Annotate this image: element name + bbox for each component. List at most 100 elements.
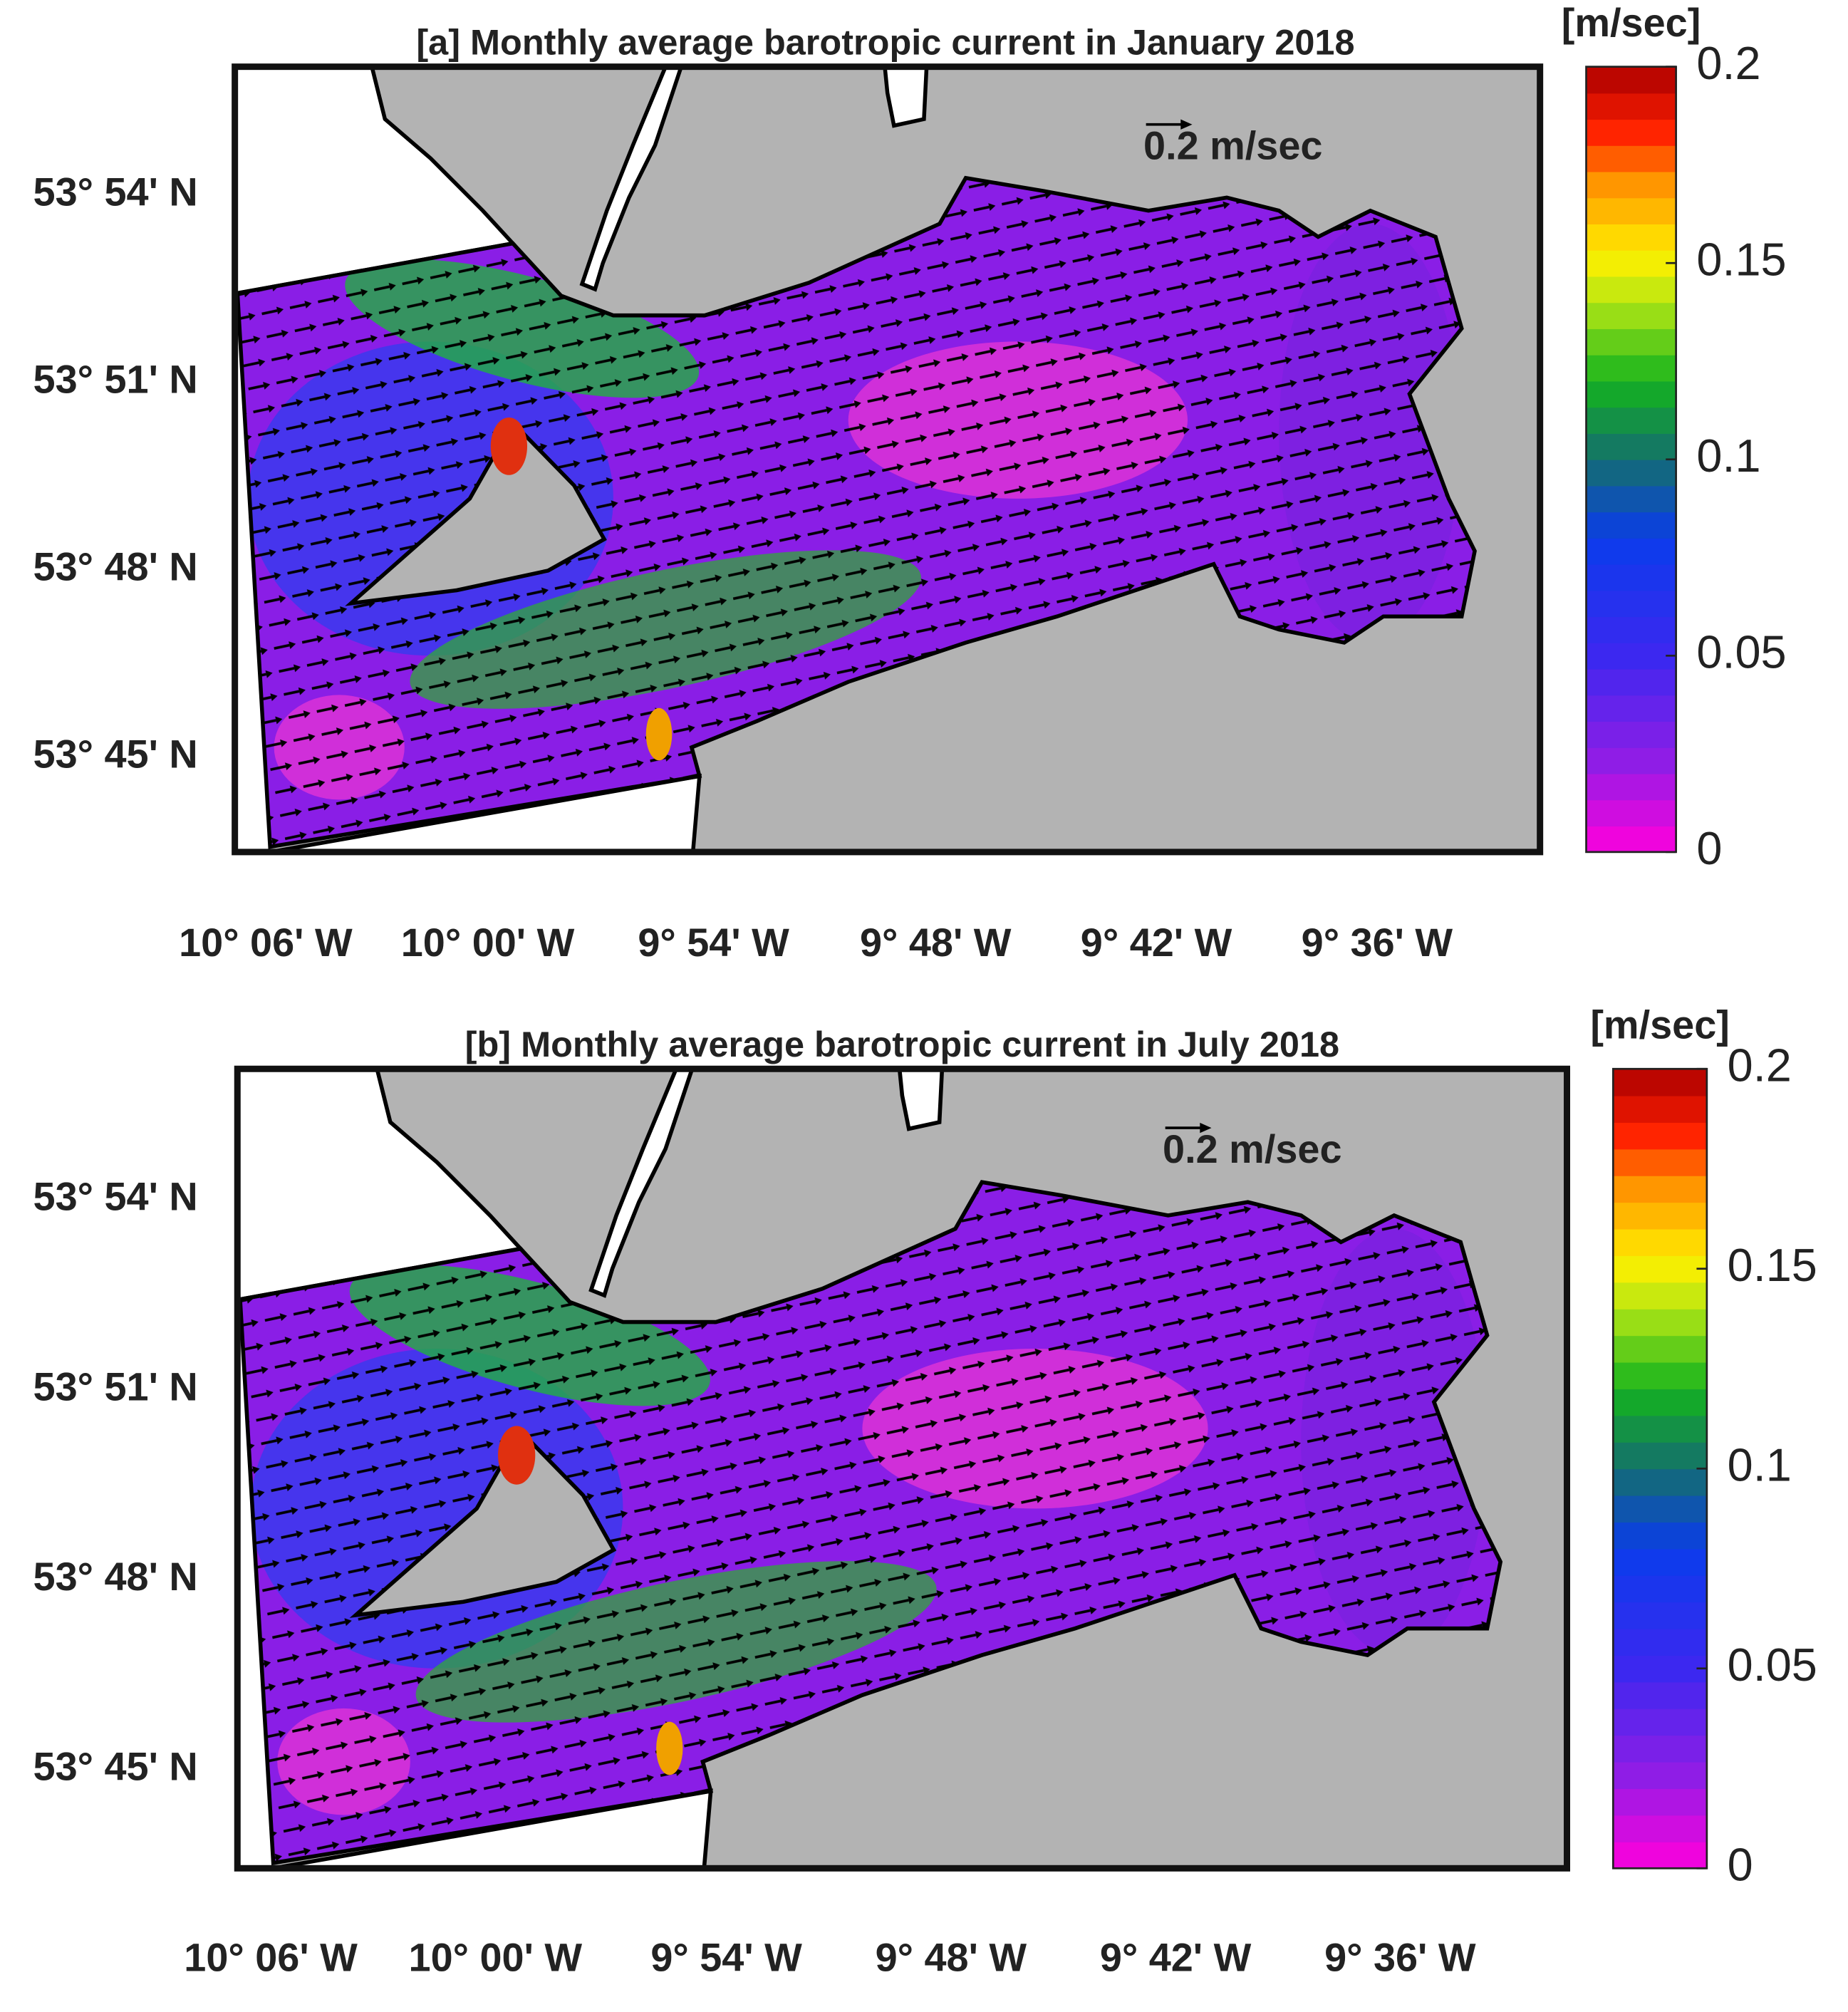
- lon-label: 10° 00' W: [409, 1935, 583, 1980]
- colorbar-band: [1613, 1228, 1707, 1256]
- panel-title: [b] Monthly average barotropic current i…: [465, 1024, 1339, 1064]
- colorbar-tick-label: 0.2: [1728, 1039, 1792, 1091]
- map-panel: [b] Monthly average barotropic current i…: [33, 1002, 1817, 1979]
- colorbar-band: [1586, 433, 1676, 460]
- colorbar-band: [1613, 1681, 1707, 1709]
- colorbar-band: [1586, 119, 1676, 146]
- colorbar-band: [1613, 1389, 1707, 1416]
- colorbar-band: [1586, 197, 1676, 224]
- colorbar-band: [1586, 747, 1676, 774]
- colorbar-band: [1586, 721, 1676, 748]
- map-area: [237, 1069, 1567, 1868]
- colorbar-band: [1613, 1308, 1707, 1337]
- lon-label: 10° 06' W: [184, 1935, 358, 1980]
- colorbar-band: [1613, 1468, 1707, 1496]
- lat-label: 53° 45' N: [33, 1743, 198, 1788]
- lat-label: 53° 51' N: [33, 1364, 198, 1409]
- reference-arrowhead: [1180, 119, 1193, 130]
- colorbar-band: [1586, 302, 1676, 329]
- colorbar-band: [1613, 1548, 1707, 1576]
- lon-label: 9° 54' W: [650, 1935, 802, 1980]
- lon-label: 9° 42' W: [1081, 920, 1232, 965]
- lat-label: 53° 54' N: [33, 170, 198, 214]
- colorbar-band: [1586, 564, 1676, 591]
- colorbar-band: [1586, 799, 1676, 827]
- colorbar-band: [1586, 354, 1676, 382]
- colorbar-band: [1613, 1202, 1707, 1230]
- colorbar-band: [1613, 1495, 1707, 1523]
- colorbar-band: [1586, 773, 1676, 801]
- colorbar-band: [1613, 1122, 1707, 1150]
- colorbar-tick-label: 0: [1696, 822, 1722, 874]
- colorbar-tick-label: 0.1: [1728, 1438, 1792, 1490]
- colorbar-band: [1586, 276, 1676, 304]
- lon-label: 9° 48' W: [876, 1935, 1027, 1980]
- colorbar-band: [1586, 93, 1676, 120]
- colorbar-band: [1586, 224, 1676, 251]
- colorbar-tick-label: 0: [1728, 1838, 1753, 1890]
- colorbar-tick-label: 0.15: [1696, 233, 1786, 285]
- lat-label: 53° 54' N: [33, 1174, 198, 1219]
- colorbar-tick-label: 0.2: [1696, 37, 1760, 89]
- colorbar-band: [1613, 1335, 1707, 1363]
- colorbar-band: [1613, 1255, 1707, 1283]
- colorbar-band: [1613, 1362, 1707, 1389]
- colorbar-band: [1613, 1708, 1707, 1736]
- current-field: [235, 67, 1540, 852]
- colorbar-band: [1586, 642, 1676, 670]
- map-panel: [a] Monthly average barotropic current i…: [33, 0, 1787, 965]
- colorbar-tick-label: 0.1: [1696, 430, 1760, 482]
- reference-label: 0.2 m/sec: [1143, 123, 1322, 168]
- colorbar-band: [1613, 1069, 1707, 1096]
- map-frame: [232, 63, 1544, 856]
- colorbar-band: [1586, 328, 1676, 356]
- colorbar-band: [1613, 1602, 1707, 1629]
- lat-label: 53° 45' N: [33, 731, 198, 776]
- colorbar-tick-label: 0.05: [1728, 1639, 1817, 1691]
- map-area: [235, 67, 1540, 852]
- colorbar-band: [1613, 1441, 1707, 1470]
- reference-arrowhead: [1200, 1122, 1212, 1134]
- colorbar-band: [1586, 380, 1676, 408]
- colorbar-band: [1586, 826, 1676, 853]
- colorbar-band: [1613, 1175, 1707, 1203]
- colorbar-tick-label: 0.05: [1696, 626, 1786, 678]
- current-field: [237, 1069, 1567, 1868]
- lon-label: 10° 00' W: [401, 920, 575, 965]
- lon-label: 9° 54' W: [638, 920, 789, 965]
- colorbar-band: [1613, 1761, 1707, 1789]
- colorbar-band: [1586, 407, 1676, 434]
- colorbar-band: [1613, 1628, 1707, 1656]
- lon-label: 10° 06' W: [179, 920, 353, 965]
- colorbar-band: [1613, 1282, 1707, 1310]
- colorbar-band: [1613, 1415, 1707, 1443]
- colorbar-unit: [m/sec]: [1562, 0, 1701, 45]
- colorbar-band: [1586, 590, 1676, 618]
- colorbar-band: [1613, 1815, 1707, 1842]
- lat-label: 53° 48' N: [33, 544, 198, 588]
- colorbar-band: [1586, 459, 1676, 487]
- colorbar-band: [1613, 1655, 1707, 1683]
- panel-title: [a] Monthly average barotropic current i…: [416, 21, 1354, 62]
- colorbar-band: [1586, 66, 1676, 94]
- lon-label: 9° 36' W: [1324, 1935, 1476, 1980]
- colorbar-band: [1586, 249, 1676, 277]
- colorbar-band: [1586, 171, 1676, 199]
- colorbar-unit: [m/sec]: [1590, 1002, 1730, 1047]
- lat-label: 53° 51' N: [33, 356, 198, 401]
- reference-label: 0.2 m/sec: [1163, 1126, 1341, 1171]
- colorbar-band: [1613, 1788, 1707, 1816]
- colorbar-band: [1613, 1148, 1707, 1176]
- colorbar-band: [1613, 1575, 1707, 1603]
- colorbar-band: [1586, 145, 1676, 172]
- colorbar-band: [1586, 616, 1676, 643]
- colorbar-band: [1586, 512, 1676, 539]
- map-frame: [234, 1065, 1570, 1872]
- colorbar-band: [1586, 485, 1676, 513]
- colorbar-band: [1586, 668, 1676, 696]
- colorbar-band: [1586, 537, 1676, 565]
- colorbar-band: [1613, 1841, 1707, 1870]
- colorbar-band: [1613, 1522, 1707, 1550]
- colorbar-band: [1613, 1735, 1707, 1763]
